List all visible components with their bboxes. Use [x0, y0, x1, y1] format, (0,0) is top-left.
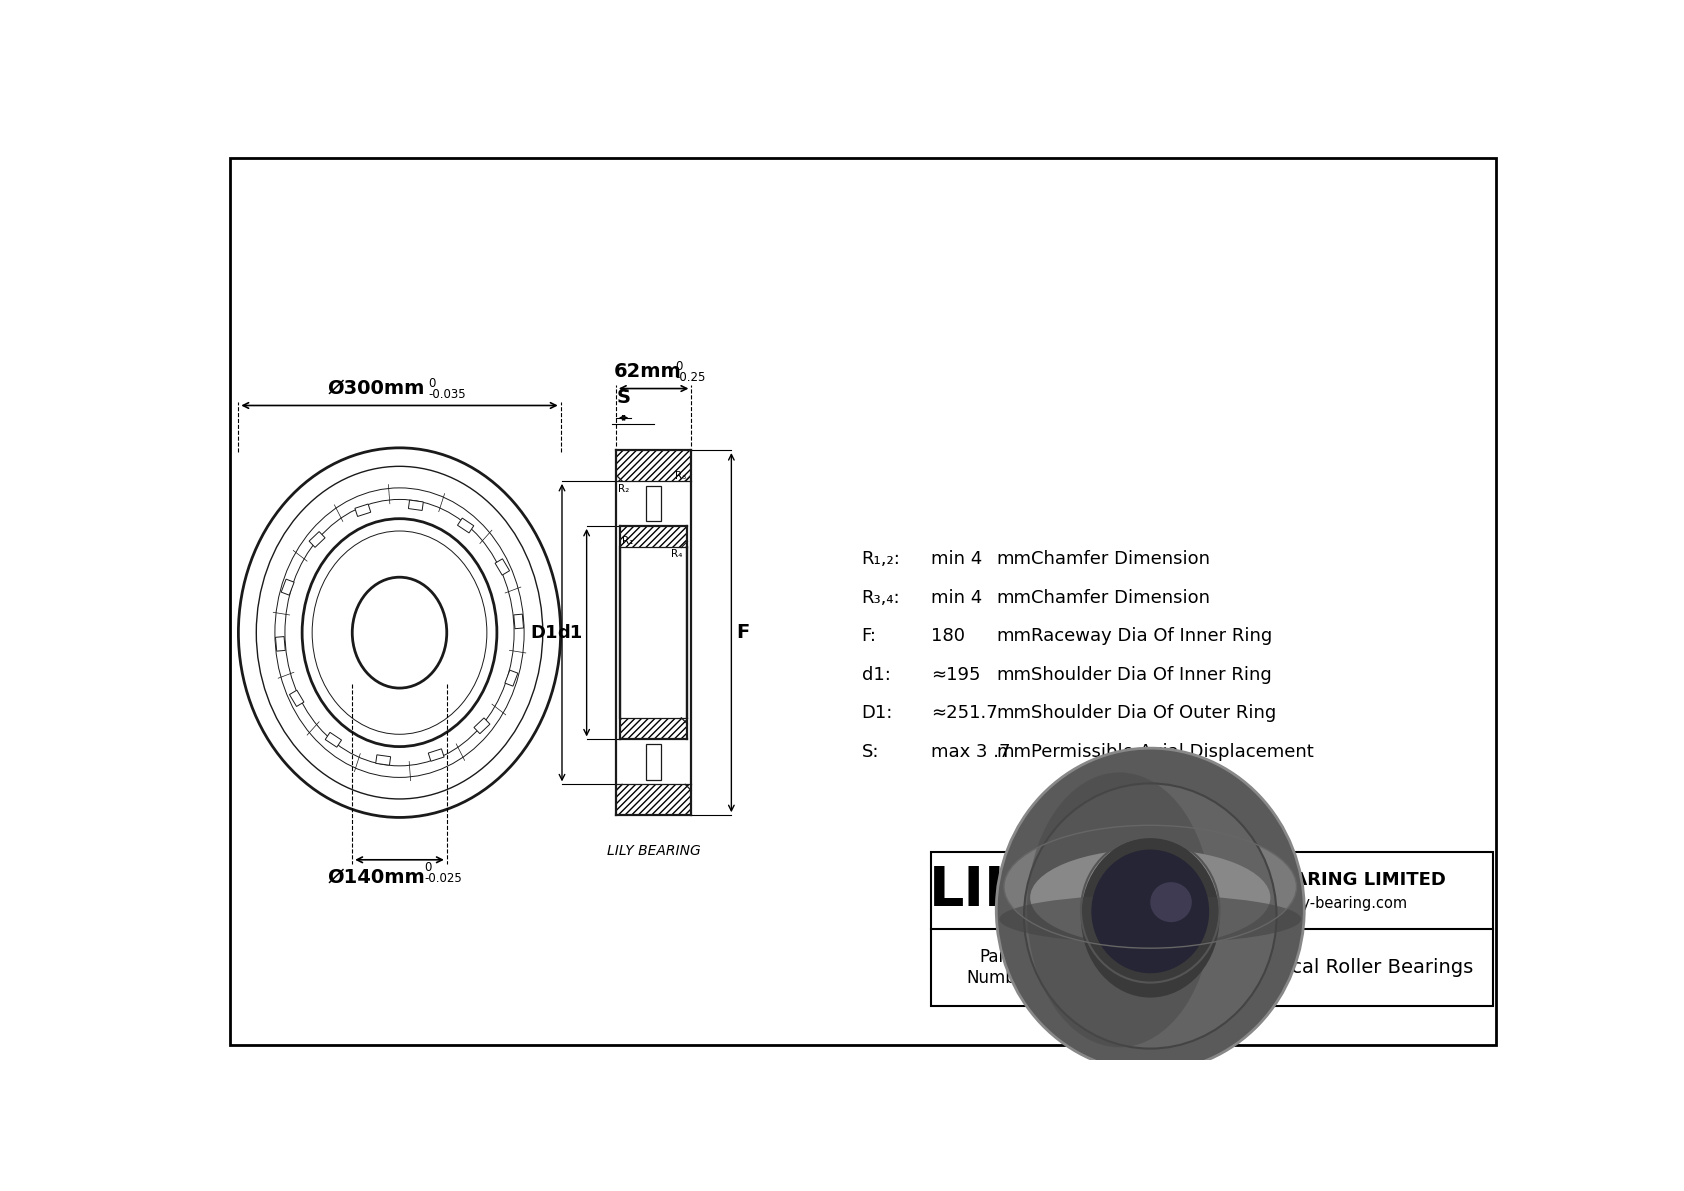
- Text: F:: F:: [862, 628, 876, 646]
- Text: S: S: [616, 388, 630, 407]
- Text: min 4: min 4: [931, 590, 982, 607]
- Text: Part
Numbe: Part Numbe: [967, 948, 1026, 987]
- Text: mm: mm: [997, 550, 1031, 568]
- Bar: [931, 852, 1494, 1006]
- Bar: [505, 671, 519, 686]
- Text: Chamfer Dimension: Chamfer Dimension: [1031, 550, 1209, 568]
- Bar: [616, 450, 692, 481]
- Text: D1: D1: [530, 624, 557, 642]
- Text: mm: mm: [997, 590, 1031, 607]
- Bar: [409, 500, 423, 511]
- Text: Email: lilybearing@lily-bearing.com: Email: lilybearing@lily-bearing.com: [1147, 896, 1408, 910]
- Text: R₂: R₂: [618, 484, 630, 494]
- Text: d1:: d1:: [862, 666, 891, 684]
- Text: Ø140mm: Ø140mm: [327, 867, 426, 886]
- Text: R₃,₄:: R₃,₄:: [862, 590, 901, 607]
- Bar: [620, 526, 687, 548]
- Text: min 4: min 4: [931, 550, 982, 568]
- Text: R₁,₂:: R₁,₂:: [862, 550, 901, 568]
- Bar: [473, 718, 490, 734]
- Text: F: F: [736, 623, 749, 642]
- Text: R₄: R₄: [670, 549, 682, 559]
- Text: 0: 0: [428, 378, 436, 391]
- Text: mm: mm: [997, 743, 1031, 761]
- Text: Chamfer Dimension: Chamfer Dimension: [1031, 590, 1209, 607]
- Bar: [514, 615, 524, 629]
- Bar: [428, 749, 445, 761]
- Bar: [458, 518, 473, 532]
- Text: mm: mm: [997, 705, 1031, 723]
- Bar: [620, 718, 687, 740]
- Text: 180: 180: [931, 628, 965, 646]
- Text: -0.25: -0.25: [675, 370, 706, 384]
- Text: R₁: R₁: [621, 536, 633, 547]
- Bar: [616, 785, 692, 815]
- Text: D1:: D1:: [862, 705, 893, 723]
- Ellipse shape: [997, 748, 1305, 1072]
- Text: max 3 .7: max 3 .7: [931, 743, 1010, 761]
- Text: NJ 328  ECML Cylindrical Roller Bearings: NJ 328 ECML Cylindrical Roller Bearings: [1081, 958, 1474, 977]
- Ellipse shape: [1004, 825, 1297, 948]
- Text: mm: mm: [997, 628, 1031, 646]
- Ellipse shape: [1027, 773, 1212, 1047]
- Text: Shoulder Dia Of Outer Ring: Shoulder Dia Of Outer Ring: [1031, 705, 1276, 723]
- Text: R₃: R₃: [675, 470, 685, 481]
- Text: ®: ®: [1014, 865, 1032, 883]
- Text: SHANGHAI LILY BEARING LIMITED: SHANGHAI LILY BEARING LIMITED: [1108, 871, 1447, 888]
- Text: Permissible Axial Displacement: Permissible Axial Displacement: [1031, 743, 1314, 761]
- Text: mm: mm: [997, 666, 1031, 684]
- Bar: [276, 636, 285, 651]
- Bar: [647, 744, 662, 780]
- Ellipse shape: [1091, 849, 1209, 973]
- Text: LILY BEARING: LILY BEARING: [606, 844, 701, 859]
- Text: 0: 0: [675, 360, 682, 373]
- Text: Shoulder Dia Of Inner Ring: Shoulder Dia Of Inner Ring: [1031, 666, 1271, 684]
- Bar: [495, 559, 510, 575]
- Bar: [325, 732, 342, 747]
- Ellipse shape: [1150, 883, 1192, 922]
- Ellipse shape: [999, 894, 1302, 943]
- Ellipse shape: [1081, 837, 1219, 998]
- Text: -0.035: -0.035: [428, 388, 465, 401]
- Text: Ø300mm: Ø300mm: [328, 379, 424, 398]
- Bar: [281, 579, 295, 596]
- Bar: [355, 504, 370, 517]
- Text: Raceway Dia Of Inner Ring: Raceway Dia Of Inner Ring: [1031, 628, 1271, 646]
- Text: 62mm: 62mm: [613, 362, 682, 381]
- Ellipse shape: [1024, 784, 1276, 1048]
- Text: ≈251.7: ≈251.7: [931, 705, 997, 723]
- Text: d1: d1: [557, 624, 583, 642]
- Bar: [376, 755, 391, 766]
- Ellipse shape: [1031, 849, 1270, 946]
- Text: -0.025: -0.025: [424, 872, 461, 885]
- Text: LILY: LILY: [928, 863, 1051, 917]
- Bar: [290, 690, 303, 706]
- Text: 0: 0: [424, 861, 431, 874]
- Bar: [310, 531, 325, 548]
- Text: ≈195: ≈195: [931, 666, 980, 684]
- Text: S:: S:: [862, 743, 879, 761]
- Bar: [647, 486, 662, 522]
